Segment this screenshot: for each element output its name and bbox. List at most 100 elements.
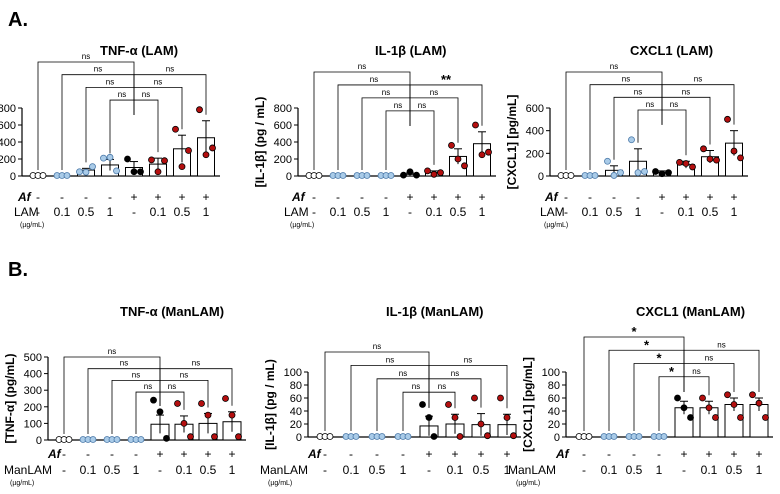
dose-label: 1 xyxy=(383,205,390,219)
data-point xyxy=(228,411,236,419)
data-point xyxy=(130,168,138,176)
data-point xyxy=(378,433,386,440)
data-point xyxy=(39,172,47,179)
dose-label: - xyxy=(158,463,162,477)
y-axis-label: [TNF-α] (pg/mL) xyxy=(3,353,17,443)
af-mark: + xyxy=(478,190,485,204)
data-point xyxy=(137,168,144,176)
y-tick-label: 600 xyxy=(0,120,16,132)
data-point xyxy=(451,414,459,421)
dose-label: 0.1 xyxy=(80,463,97,477)
af-mark: + xyxy=(202,190,209,204)
y-tick-label: 400 xyxy=(274,137,292,149)
dose-label: - xyxy=(132,205,136,219)
dose-label: 0.1 xyxy=(447,463,464,477)
significance-label: ns xyxy=(168,382,176,391)
data-point xyxy=(89,436,97,443)
dose-label: 1 xyxy=(400,463,407,477)
af-mark: - xyxy=(582,447,586,461)
dose-label: 1 xyxy=(133,463,140,477)
data-point xyxy=(100,154,107,162)
data-point xyxy=(652,168,659,175)
af-mark: + xyxy=(154,190,161,204)
significance-bracket xyxy=(87,368,161,434)
data-point xyxy=(82,168,90,176)
significance-label: ns xyxy=(120,359,128,368)
chart-title: TNF-α (ManLAM) xyxy=(120,304,224,319)
y-tick-label: 800 xyxy=(0,103,16,115)
panel-b-label: B. xyxy=(8,259,28,281)
unit-label: (µg/mL) xyxy=(268,480,292,487)
significance-label: ns xyxy=(717,340,725,349)
significance-label: ns xyxy=(670,100,678,109)
data-point xyxy=(424,167,431,175)
y-tick-label: 200 xyxy=(0,154,16,166)
data-point xyxy=(610,172,618,179)
af-label: Af xyxy=(17,190,32,204)
significance-bracket xyxy=(402,391,430,431)
significance-label: ns xyxy=(166,65,174,74)
data-point xyxy=(641,168,648,175)
dose-label: 0.1 xyxy=(150,205,167,219)
af-mark: + xyxy=(454,190,461,204)
data-point xyxy=(660,433,668,440)
data-point xyxy=(477,420,485,428)
significance-label: ns xyxy=(646,100,654,109)
stimulus-label: ManLAM xyxy=(4,463,52,477)
data-point xyxy=(326,433,334,440)
data-point xyxy=(202,151,210,159)
y-tick-label: 200 xyxy=(526,148,544,160)
dose-label: 0.1 xyxy=(601,463,618,477)
stimulus-label: ManLAM xyxy=(260,463,308,477)
dose-label: - xyxy=(36,205,40,219)
y-tick-label: 0 xyxy=(554,432,560,444)
dose-label: 0.5 xyxy=(702,205,719,219)
unit-label: (µg/mL) xyxy=(544,222,568,229)
y-tick-label: 0 xyxy=(296,432,302,444)
data-point xyxy=(315,172,323,179)
data-point xyxy=(63,172,71,179)
y-tick-label: 40 xyxy=(290,406,302,418)
data-point xyxy=(567,172,575,179)
data-point xyxy=(89,163,96,171)
af-mark: + xyxy=(705,447,712,461)
data-point xyxy=(187,433,194,441)
y-tick-label: 80 xyxy=(290,380,302,392)
data-point xyxy=(471,394,478,402)
data-point xyxy=(674,394,681,402)
af-mark: - xyxy=(375,447,379,461)
significance-label: ns xyxy=(154,77,162,86)
dose-label: 1 xyxy=(479,205,486,219)
af-mark: + xyxy=(406,190,413,204)
significance-label: * xyxy=(631,324,637,339)
data-point xyxy=(497,394,504,402)
y-axis-label: [CXCL1] [pg/mL] xyxy=(505,95,519,190)
data-point xyxy=(724,115,731,123)
af-mark: - xyxy=(636,190,640,204)
data-point xyxy=(425,414,433,421)
significance-label: ns xyxy=(622,75,630,84)
data-point xyxy=(724,391,731,399)
data-point xyxy=(154,168,162,176)
af-mark: - xyxy=(108,190,112,204)
unit-label: (µg/mL) xyxy=(20,222,44,229)
dose-label: 0.5 xyxy=(473,463,490,477)
data-point xyxy=(419,401,426,408)
af-mark: - xyxy=(564,190,568,204)
data-point xyxy=(610,433,618,440)
data-point xyxy=(113,436,121,443)
dose-label: 1 xyxy=(656,463,663,477)
chart-title: TNF-α (LAM) xyxy=(100,43,178,58)
data-point xyxy=(185,147,192,154)
dose-label: 0.5 xyxy=(78,205,95,219)
data-point xyxy=(211,433,218,441)
y-tick-label: 300 xyxy=(24,385,42,397)
dose-label: - xyxy=(62,463,66,477)
dose-label: 0.5 xyxy=(354,205,371,219)
significance-label: ns xyxy=(399,369,407,378)
y-tick-label: 100 xyxy=(24,418,42,430)
data-point xyxy=(161,157,168,165)
y-tick-label: 400 xyxy=(526,126,544,138)
dose-label: - xyxy=(408,205,412,219)
